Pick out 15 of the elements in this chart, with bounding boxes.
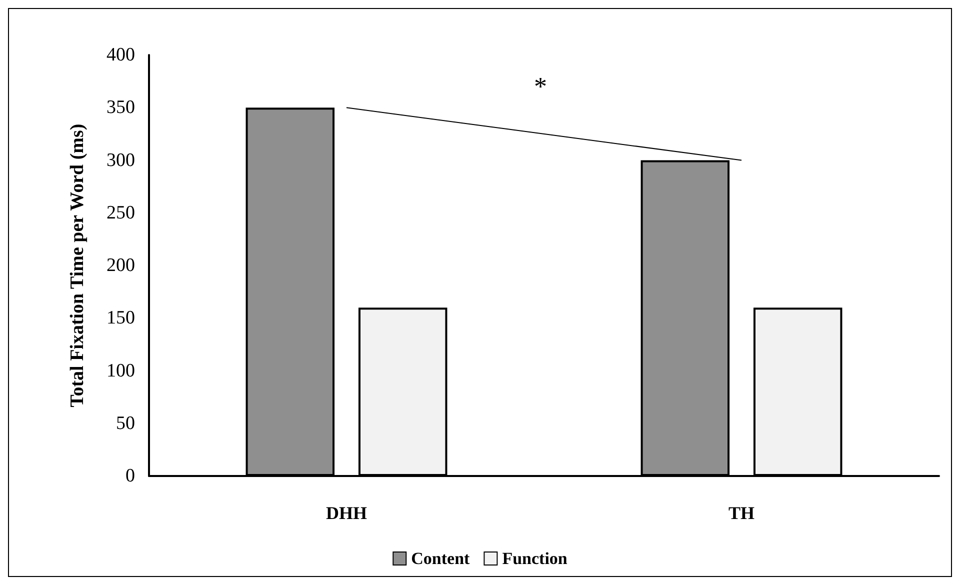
annotation: * [534,72,547,101]
y-tick-label: 150 [106,308,135,329]
x-tick-label: TH [728,503,755,523]
y-tick-label: 350 [106,97,135,118]
legend-label: Function [502,549,568,568]
y-tick-label: 400 [106,44,135,66]
legend-label: Content [411,549,470,568]
y-tick-label: 200 [106,255,135,276]
y-axis-title: Total Fixation Time per Word (ms) [67,124,88,408]
y-tick-label: 100 [106,360,135,382]
y-tick-label: 0 [126,466,135,486]
y-tick-label: 250 [106,202,135,224]
x-tick-label: DHH [326,503,368,523]
y-tick-label: 50 [116,412,135,434]
y-tick-label: 300 [106,150,135,171]
